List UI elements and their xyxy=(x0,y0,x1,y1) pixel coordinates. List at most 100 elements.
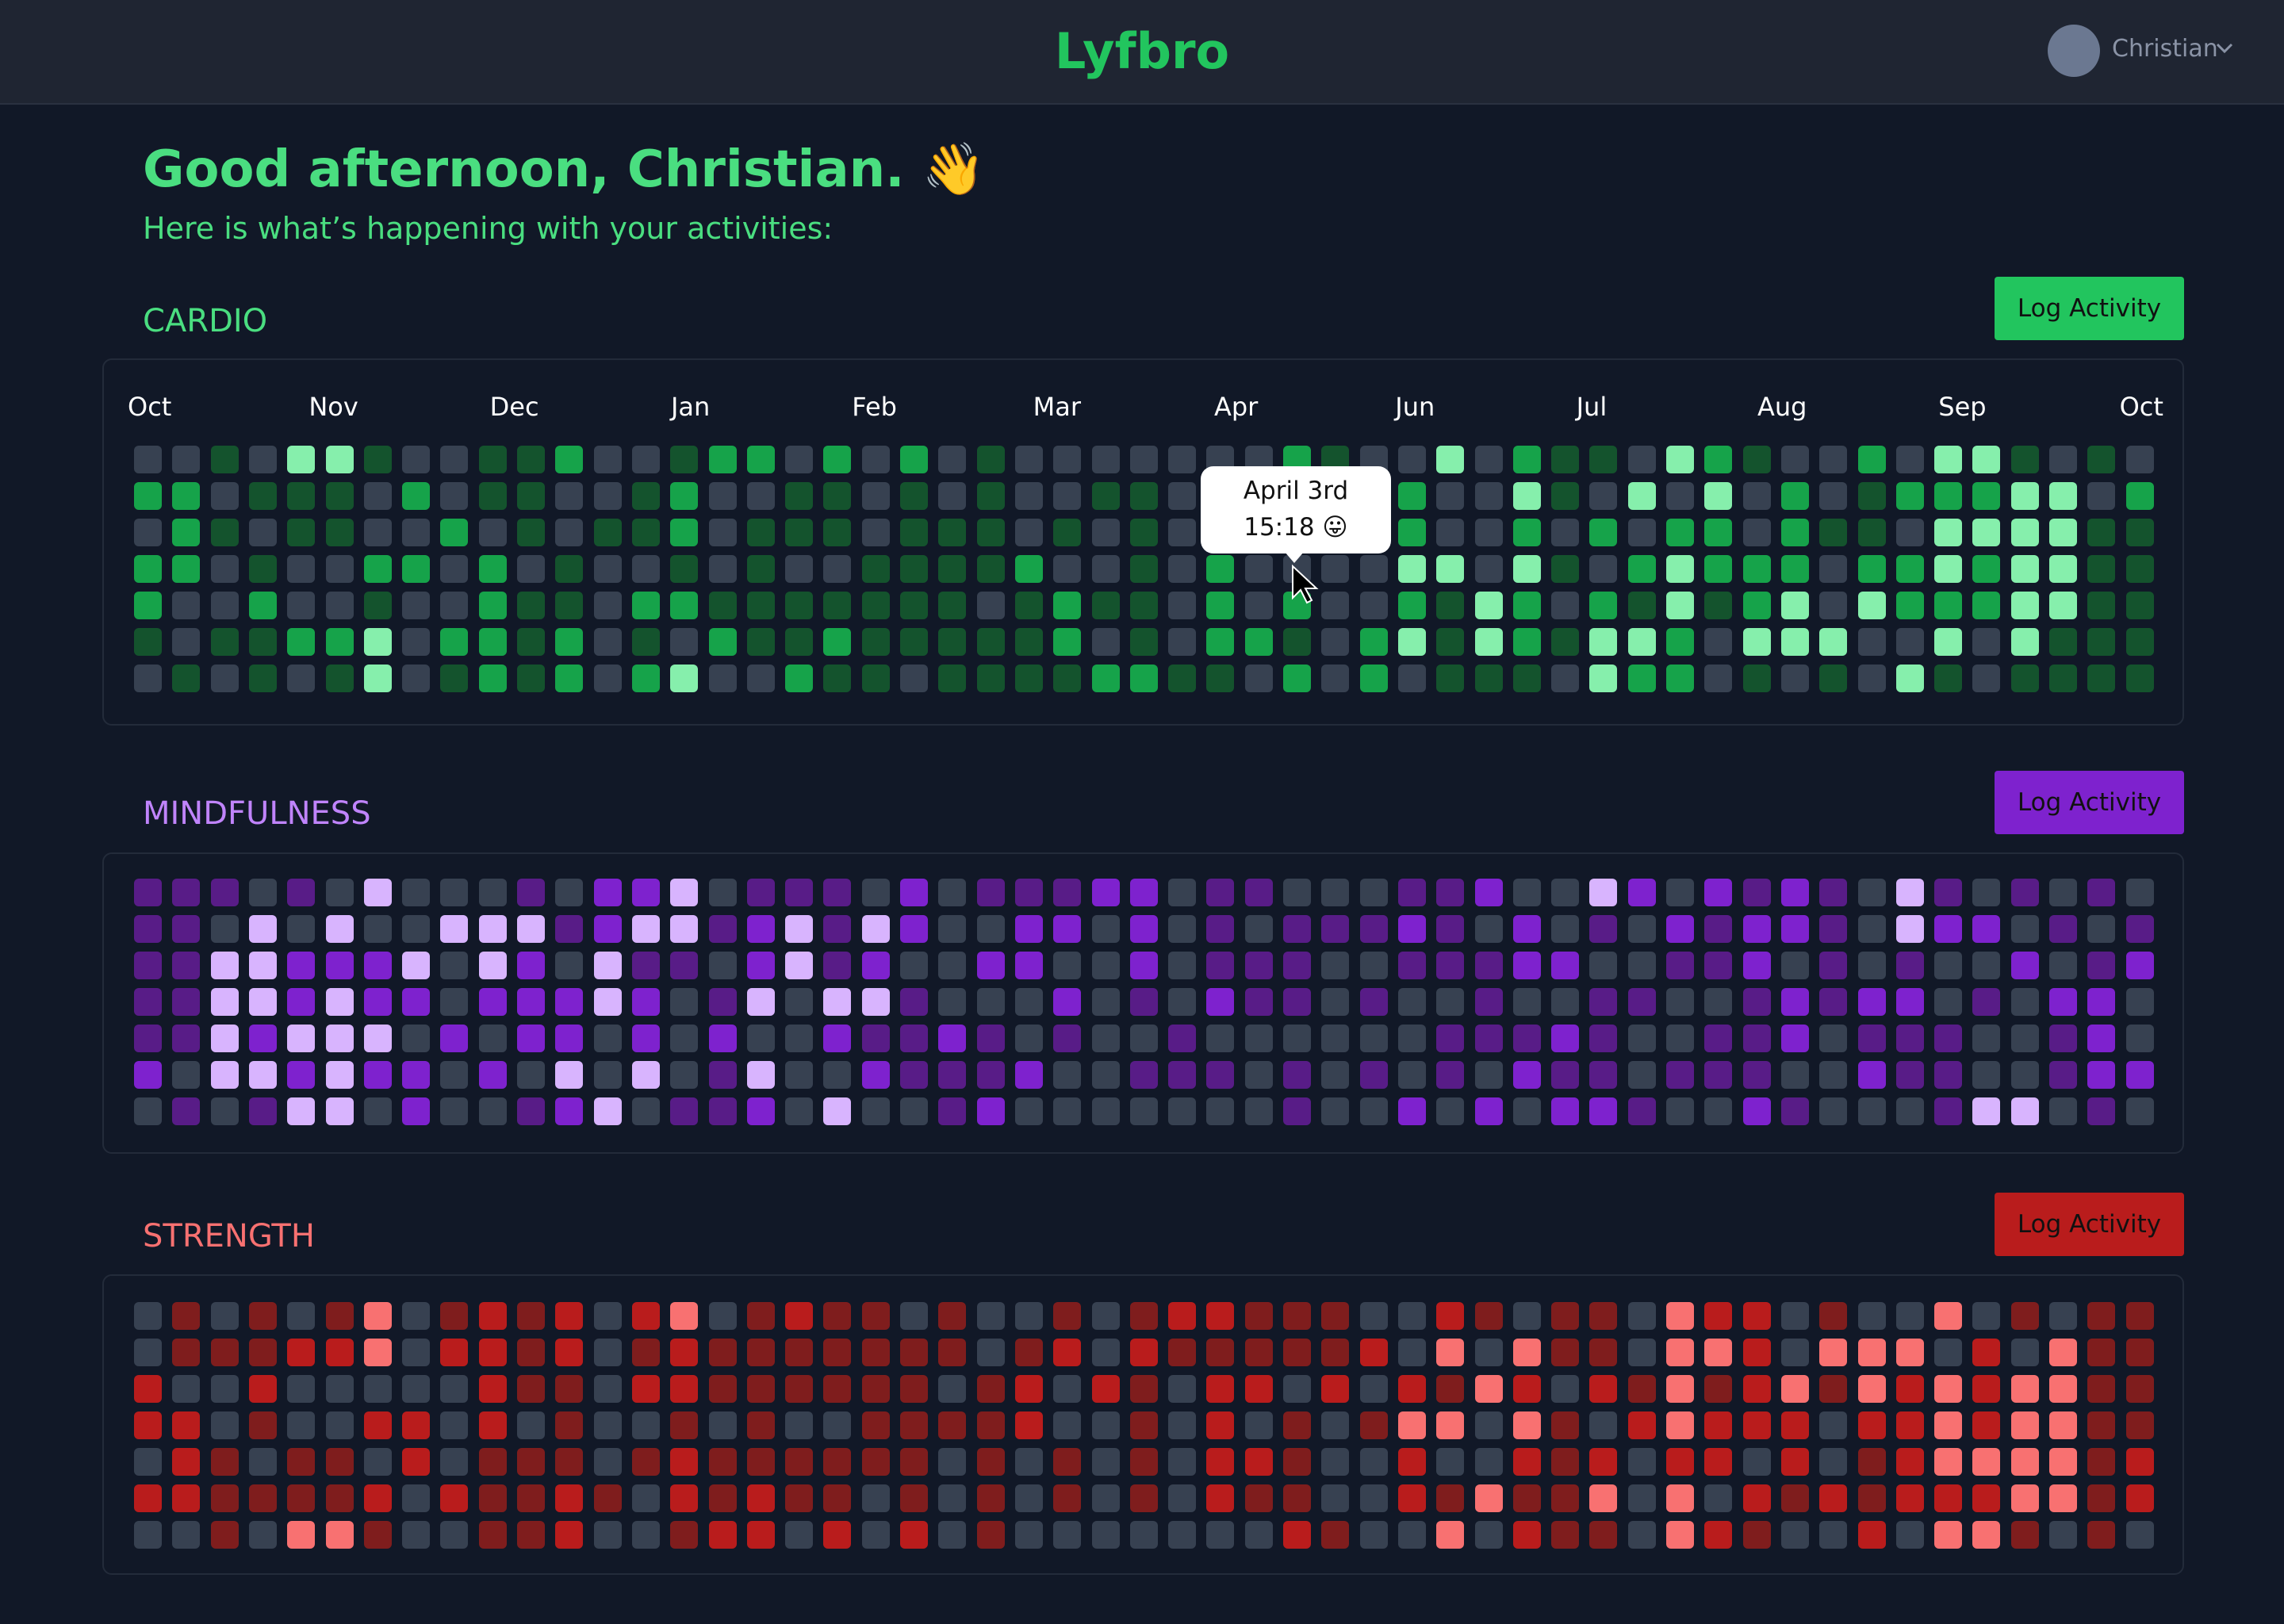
heatmap-cell[interactable] xyxy=(517,519,545,546)
heatmap-cell[interactable] xyxy=(593,1411,622,1439)
heatmap-cell[interactable] xyxy=(517,446,545,473)
heatmap-cell[interactable] xyxy=(1742,1375,1771,1403)
heatmap-cell[interactable] xyxy=(708,952,737,979)
heatmap-cell[interactable] xyxy=(1666,1097,1694,1125)
heatmap-cell[interactable] xyxy=(1627,1411,1656,1439)
heatmap-cell[interactable] xyxy=(593,1339,622,1366)
heatmap-cell[interactable] xyxy=(402,952,431,979)
heatmap-cell[interactable] xyxy=(440,446,469,473)
heatmap-cell[interactable] xyxy=(210,879,239,906)
heatmap-cell[interactable] xyxy=(1857,482,1886,510)
heatmap-cell[interactable] xyxy=(631,592,660,619)
heatmap-cell[interactable] xyxy=(1129,988,1158,1016)
heatmap-cell[interactable] xyxy=(1359,1302,1388,1330)
heatmap-cell[interactable] xyxy=(1895,1302,1924,1330)
heatmap-cell[interactable] xyxy=(1666,665,1694,692)
heatmap-cell[interactable] xyxy=(1244,988,1273,1016)
heatmap-cell[interactable] xyxy=(1512,446,1541,473)
heatmap-cell[interactable] xyxy=(2049,952,2077,979)
heatmap-cell[interactable] xyxy=(287,1375,316,1403)
heatmap-cell[interactable] xyxy=(1129,879,1158,906)
heatmap-cell[interactable] xyxy=(746,555,775,583)
heatmap-cell[interactable] xyxy=(2010,555,2039,583)
heatmap-cell[interactable] xyxy=(1857,555,1886,583)
heatmap-cell[interactable] xyxy=(1436,988,1465,1016)
heatmap-cell[interactable] xyxy=(2087,952,2116,979)
heatmap-cell[interactable] xyxy=(172,879,201,906)
heatmap-cell[interactable] xyxy=(1436,879,1465,906)
heatmap-cell[interactable] xyxy=(1436,1375,1465,1403)
heatmap-cell[interactable] xyxy=(555,446,584,473)
heatmap-cell[interactable] xyxy=(593,1448,622,1476)
heatmap-cell[interactable] xyxy=(248,879,277,906)
heatmap-cell[interactable] xyxy=(1857,1025,1886,1052)
heatmap-cell[interactable] xyxy=(1780,592,1809,619)
heatmap-cell[interactable] xyxy=(1168,1521,1197,1549)
heatmap-cell[interactable] xyxy=(1244,1375,1273,1403)
log-activity-button[interactable]: Log Activity xyxy=(1995,277,2184,340)
heatmap-cell[interactable] xyxy=(1053,879,1082,906)
heatmap-cell[interactable] xyxy=(2049,519,2077,546)
heatmap-cell[interactable] xyxy=(2010,1339,2039,1366)
heatmap-cell[interactable] xyxy=(1129,1302,1158,1330)
heatmap-cell[interactable] xyxy=(1053,555,1082,583)
heatmap-cell[interactable] xyxy=(861,1375,890,1403)
heatmap-cell[interactable] xyxy=(1627,482,1656,510)
heatmap-cell[interactable] xyxy=(1359,1339,1388,1366)
heatmap-cell[interactable] xyxy=(402,1061,431,1089)
heatmap-cell[interactable] xyxy=(785,988,814,1016)
heatmap-cell[interactable] xyxy=(746,1061,775,1089)
heatmap-cell[interactable] xyxy=(1512,1061,1541,1089)
heatmap-cell[interactable] xyxy=(938,1484,967,1512)
heatmap-cell[interactable] xyxy=(1589,446,1618,473)
heatmap-cell[interactable] xyxy=(1053,592,1082,619)
heatmap-cell[interactable] xyxy=(555,1448,584,1476)
heatmap-cell[interactable] xyxy=(210,628,239,656)
heatmap-cell[interactable] xyxy=(325,555,354,583)
heatmap-cell[interactable] xyxy=(1474,1448,1503,1476)
heatmap-cell[interactable] xyxy=(1206,1448,1235,1476)
heatmap-cell[interactable] xyxy=(708,446,737,473)
heatmap-cell[interactable] xyxy=(248,988,277,1016)
heatmap-cell[interactable] xyxy=(1512,1448,1541,1476)
heatmap-cell[interactable] xyxy=(478,879,507,906)
heatmap-cell[interactable] xyxy=(861,519,890,546)
heatmap-cell[interactable] xyxy=(1666,446,1694,473)
heatmap-cell[interactable] xyxy=(2087,1339,2116,1366)
heatmap-cell[interactable] xyxy=(402,879,431,906)
heatmap-cell[interactable] xyxy=(287,1484,316,1512)
heatmap-cell[interactable] xyxy=(1014,446,1043,473)
heatmap-cell[interactable] xyxy=(1742,592,1771,619)
heatmap-cell[interactable] xyxy=(1014,915,1043,943)
heatmap-cell[interactable] xyxy=(708,555,737,583)
heatmap-cell[interactable] xyxy=(1704,446,1733,473)
heatmap-cell[interactable] xyxy=(440,1302,469,1330)
heatmap-cell[interactable] xyxy=(1129,1484,1158,1512)
heatmap-cell[interactable] xyxy=(1895,1484,1924,1512)
heatmap-cell[interactable] xyxy=(593,555,622,583)
heatmap-cell[interactable] xyxy=(900,1061,928,1089)
heatmap-cell[interactable] xyxy=(325,1025,354,1052)
heatmap-cell[interactable] xyxy=(1934,1484,1963,1512)
heatmap-cell[interactable] xyxy=(1934,1375,1963,1403)
heatmap-cell[interactable] xyxy=(134,1521,162,1549)
heatmap-cell[interactable] xyxy=(172,988,201,1016)
heatmap-cell[interactable] xyxy=(555,628,584,656)
heatmap-cell[interactable] xyxy=(1053,915,1082,943)
heatmap-cell[interactable] xyxy=(248,665,277,692)
heatmap-cell[interactable] xyxy=(1129,1339,1158,1366)
heatmap-cell[interactable] xyxy=(1780,1484,1809,1512)
heatmap-cell[interactable] xyxy=(555,482,584,510)
heatmap-cell[interactable] xyxy=(861,1097,890,1125)
heatmap-cell[interactable] xyxy=(2125,879,2154,906)
heatmap-cell[interactable] xyxy=(593,1097,622,1125)
heatmap-cell[interactable] xyxy=(440,1061,469,1089)
heatmap-cell[interactable] xyxy=(1129,1025,1158,1052)
heatmap-cell[interactable] xyxy=(593,915,622,943)
heatmap-cell[interactable] xyxy=(440,519,469,546)
heatmap-cell[interactable] xyxy=(287,1097,316,1125)
heatmap-cell[interactable] xyxy=(1780,988,1809,1016)
heatmap-cell[interactable] xyxy=(1244,1484,1273,1512)
heatmap-cell[interactable] xyxy=(938,988,967,1016)
heatmap-cell[interactable] xyxy=(1551,1484,1580,1512)
